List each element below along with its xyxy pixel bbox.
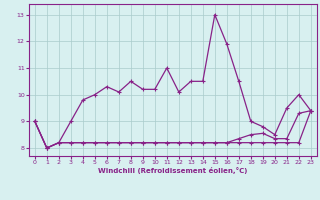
X-axis label: Windchill (Refroidissement éolien,°C): Windchill (Refroidissement éolien,°C) (98, 167, 247, 174)
